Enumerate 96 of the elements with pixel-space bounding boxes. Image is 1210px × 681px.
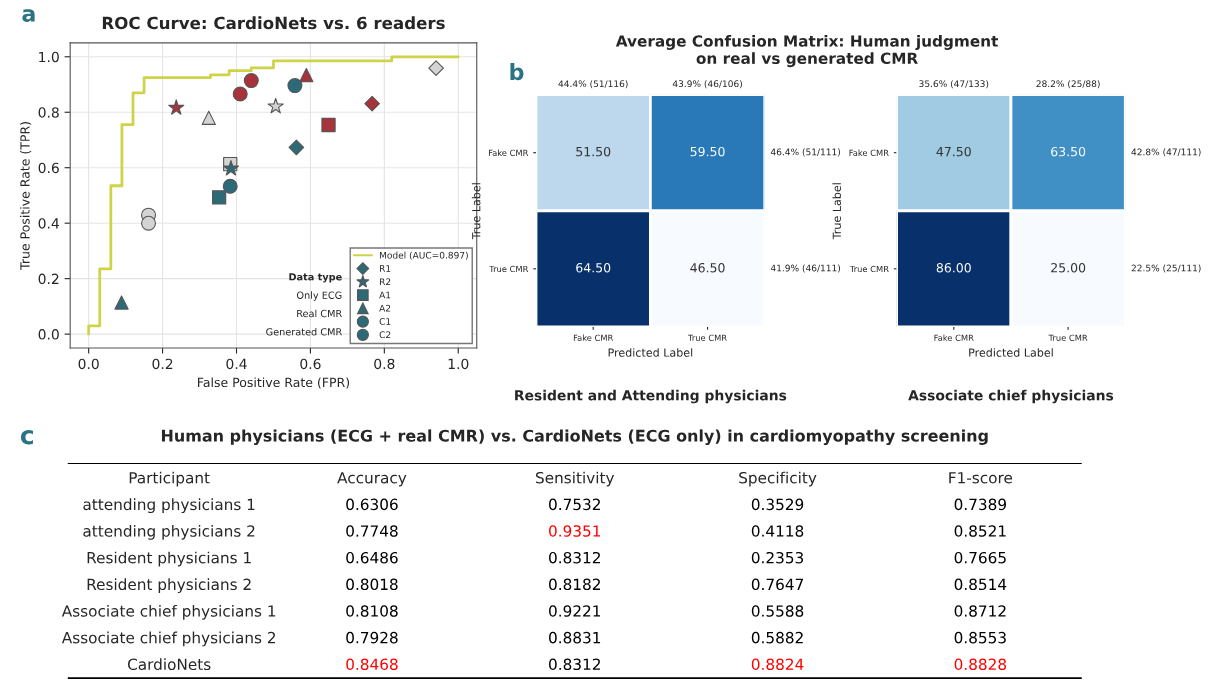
legend-label: C2 [379,331,391,339]
y-tick-label: 0.4 [38,218,59,229]
category-label: Sensitivity [535,471,615,487]
text: 0.7532 [549,498,600,511]
text: 0.8712 [954,605,1006,617]
text: 0.7389 [954,498,1006,511]
text: 43.9% (46/106) [672,80,742,89]
x-tick-label: 0.8 [374,358,395,370]
legend-title: Data type [289,273,342,283]
x-tick-label: 0.6 [300,358,321,370]
text: 0.8312 [549,551,600,564]
text: 46.4% (51/111) [770,148,841,157]
y-axis-title: True Label [832,183,842,240]
x-tick-label: Fake CMR [573,334,614,341]
text: Associate chief physicians [908,389,1114,404]
text: 0.8553 [954,631,1006,644]
text: Average Confusion Matrix: Human judgment on real vs generated CMR [615,35,999,68]
text: 0.3529 [751,498,804,511]
y-tick-label: 0.2 [38,273,59,285]
text: 0.7665 [954,551,1006,564]
x-tick-label: 0.4 [226,358,247,370]
text: 0.4118 [751,525,804,537]
text: 0.8824 [751,658,804,671]
text: 0.8312 [549,658,600,671]
legend-label: C1 [379,318,391,325]
data-label: 46.50 [690,263,725,273]
text: 0.8108 [346,605,398,617]
text: Resident and Attending physicians [515,389,787,404]
text: 0.7748 [346,525,398,537]
data-label: 47.50 [936,146,971,157]
text: 0.8521 [954,525,1006,537]
text: 35.6% (47/133) [919,80,989,89]
text: 0.8514 [954,578,1007,591]
text: 0.9221 [549,605,601,617]
category-label: Participant [129,471,210,487]
annotation: Generated CMR [266,327,342,336]
text: Human physicians (ECG + real CMR) vs. CardioNets (ECG only) in cardiomyopathy screening [161,429,988,445]
data-label: 51.50 [576,146,611,157]
annotation: Only ECG [296,291,342,301]
text: 0.7928 [346,631,398,644]
x-tick-label: 1.0 [448,358,469,370]
y-axis-title: True Positive Rate (TPR) [20,122,32,270]
y-axis-title: True Label [471,183,481,240]
category-label: Resident physicians 1 [87,551,251,567]
text: 44.4% (51/116) [558,80,628,89]
chart-title: ROC Curve: CardioNets vs. 6 readers [102,16,445,30]
text: 22.5% (25/111) [1131,264,1201,273]
x-tick-label: 0.0 [78,358,99,370]
text: 0.6306 [346,498,398,511]
annotation: Real CMR [297,309,342,318]
text: 0.8182 [549,578,600,591]
data-label: 64.50 [576,263,611,273]
text: 0.5588 [751,605,804,617]
text: 0.7647 [751,578,803,591]
category-label: Associate chief physicians 1 [61,604,276,620]
x-tick-label: True CMR [687,334,727,341]
legend-label: A2 [379,304,391,312]
data-label: 86.00 [936,263,971,273]
text: 41.9% (46/111) [770,264,841,273]
legend-label: R2 [379,278,391,285]
text: 0.8828 [954,658,1007,671]
data-label: 59.50 [690,146,725,157]
text: 0.5882 [751,631,803,644]
text: 0.8018 [346,578,398,591]
text: 28.2% (25/88) [1036,80,1100,89]
x-tick-label: Fake CMR [934,334,974,341]
text: a [22,9,35,22]
text: 0.6486 [346,551,398,564]
x-tick-label: True CMR [1048,334,1088,341]
category-label: CardioNets [127,658,211,671]
category-label: attending physicians 2 [83,524,255,540]
x-axis-title: Predicted Label [608,348,693,357]
text: 0.8831 [549,631,601,644]
y-tick-label: 1.0 [39,51,59,63]
legend-label: R1 [379,265,391,272]
category-label: Specificity [739,471,817,487]
legend-label: A1 [379,291,391,299]
category-label: Accuracy [337,472,407,487]
category-label: Resident physicians 2 [87,578,251,594]
text: c [20,430,33,445]
data-label: 25.00 [1051,263,1086,273]
x-axis-title: Predicted Label [969,348,1053,357]
legend-label: Model (AUC=0.897) [379,251,468,260]
category-label: Associate chief physicians 2 [61,631,276,647]
category-label: attending physicians 1 [83,498,255,514]
y-tick-label: 0.8 [38,107,59,118]
text: 0.8468 [346,658,398,671]
text: 0.9351 [549,525,601,537]
data-label: 63.50 [1051,146,1086,157]
x-axis-title: False Positive Rate (FPR) [198,377,350,389]
category-label: F1-score [949,472,1013,484]
x-tick-label: 0.2 [152,358,173,370]
y-tick-label: 0.6 [38,162,59,174]
text: 0.2353 [751,551,804,564]
text: b [510,63,524,81]
text: 42.8% (47/111) [1131,148,1201,157]
